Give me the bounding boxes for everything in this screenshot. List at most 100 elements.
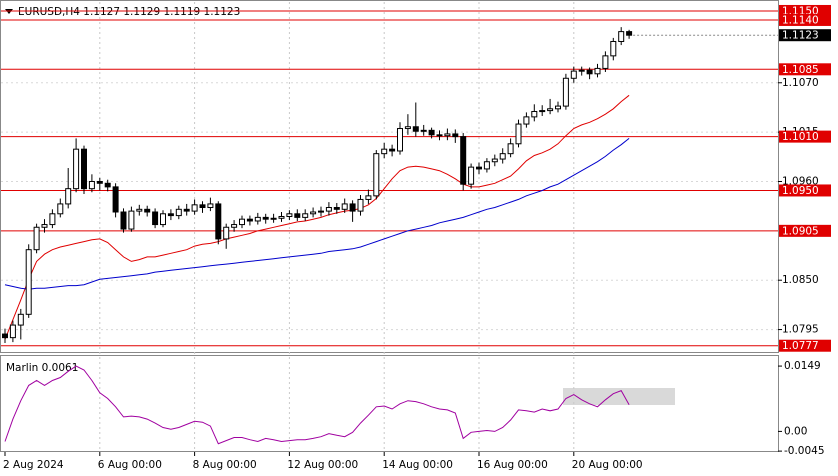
candle-body (112, 186, 119, 213)
y-tick-label: 0.0149 (784, 360, 821, 372)
candle-body (96, 180, 103, 184)
level-label-box (779, 13, 831, 26)
candle-body (412, 126, 419, 132)
candle-body (167, 213, 174, 217)
candle-body (507, 143, 514, 155)
candle-body (254, 216, 261, 222)
candle-body (547, 108, 554, 112)
candle-body (231, 224, 238, 228)
candle-body (531, 110, 538, 118)
candle-body (270, 217, 277, 220)
candle-body (428, 129, 435, 136)
x-tick-label: 6 Aug 00:00 (98, 459, 162, 471)
candle-body (191, 204, 198, 212)
candle-body (594, 67, 601, 75)
candle-body (404, 126, 411, 130)
y-tick-label: 1.1070 (782, 77, 819, 89)
candle-body (333, 207, 340, 210)
candle-body (65, 188, 72, 205)
candle-body (389, 148, 396, 152)
candle-body (262, 216, 269, 220)
x-tick-label: 14 Aug 00:00 (382, 459, 453, 471)
candle-body (483, 161, 490, 170)
candle-body (9, 324, 16, 339)
candle-body (420, 129, 427, 132)
candle-body (160, 213, 166, 226)
x-tick-label: 16 Aug 00:00 (477, 459, 548, 471)
candle-body (318, 210, 324, 213)
candle-body (278, 215, 285, 219)
y-tick-label: 1.0850 (782, 274, 819, 286)
candle-body (223, 226, 230, 240)
moving-average-line (4, 94, 630, 340)
candle-body (397, 128, 403, 152)
candle-body (183, 208, 190, 212)
level-label: 1.0777 (782, 340, 819, 352)
candle-body (57, 203, 64, 215)
menu-triangle (5, 9, 13, 14)
level-label: 1.0950 (782, 185, 819, 197)
indicator-pane-frame (0, 355, 779, 452)
candle-body (570, 70, 577, 79)
y-tick-label: 1.0795 (782, 324, 819, 336)
candle-body (468, 166, 475, 185)
candle-body (460, 136, 467, 185)
level-label: 1.1085 (782, 64, 819, 76)
indicator-title: Marlin 0.0061 (6, 362, 78, 374)
candle-body (49, 213, 56, 226)
candle-body (325, 207, 332, 212)
x-tick-label: 12 Aug 00:00 (287, 459, 358, 471)
x-tick-label: 20 Aug 00:00 (572, 459, 643, 471)
candle-body (349, 203, 356, 212)
candle-body (207, 203, 214, 209)
candle-body (357, 198, 364, 212)
candle-body (25, 249, 32, 315)
candle-body (104, 182, 111, 188)
current-price-box (779, 29, 831, 42)
x-tick-label: 2 Aug 2024 (3, 459, 64, 471)
y-tick-label: 0.00 (784, 425, 807, 437)
candle-body (523, 116, 530, 125)
candle-body (476, 166, 482, 170)
candle-body (246, 218, 253, 222)
level-label: 1.1150 (782, 5, 819, 17)
candle-body (515, 123, 522, 145)
candle-body (626, 31, 633, 36)
candle-body (41, 224, 48, 228)
candle-body (73, 148, 80, 190)
candle-body (239, 218, 245, 226)
level-label-box (779, 184, 831, 197)
indicator-zone (563, 388, 675, 405)
candle-body (175, 208, 182, 217)
candle-body (152, 211, 159, 226)
candle-body (81, 148, 87, 190)
level-label-box (779, 130, 831, 143)
candle-body (381, 148, 388, 155)
candle-body (2, 333, 8, 339)
candle-body (199, 204, 206, 209)
candle-body (215, 203, 222, 240)
candle-body (562, 77, 569, 107)
candle-body (436, 134, 443, 137)
main-pane-frame (0, 0, 779, 353)
current-price-label: 1.1123 (782, 30, 819, 42)
candle-body (499, 153, 506, 160)
candle-body (365, 195, 372, 200)
candle-body (602, 55, 609, 69)
candle-body (444, 133, 451, 137)
level-label: 1.1010 (782, 131, 819, 143)
level-label-box (779, 339, 831, 352)
level-label-box (779, 224, 831, 237)
candle-body (144, 208, 151, 213)
candle-body (341, 203, 348, 210)
candle-body (88, 180, 95, 190)
candle-body (286, 213, 293, 217)
candle-body (128, 210, 135, 230)
candle-body (586, 69, 593, 75)
candle-body (17, 313, 24, 326)
candle-body (539, 110, 546, 113)
indicator-line (4, 365, 630, 445)
moving-average-line (4, 138, 630, 290)
